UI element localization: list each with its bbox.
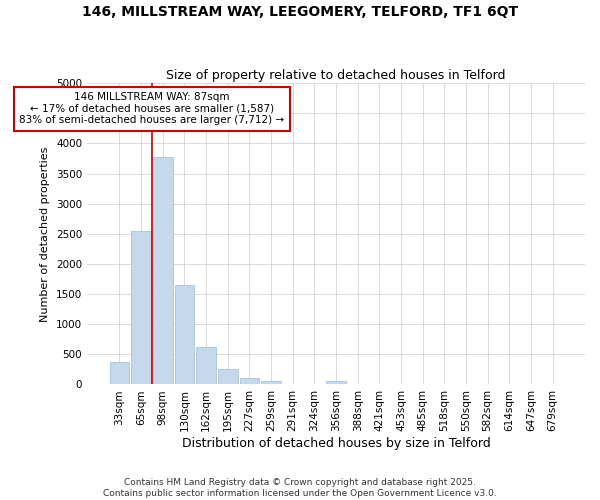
- Bar: [175, 285, 194, 384]
- Bar: [218, 370, 238, 384]
- Y-axis label: Number of detached properties: Number of detached properties: [40, 146, 50, 322]
- Bar: [110, 362, 129, 384]
- Bar: [262, 382, 281, 384]
- Text: 146 MILLSTREAM WAY: 87sqm
← 17% of detached houses are smaller (1,587)
83% of se: 146 MILLSTREAM WAY: 87sqm ← 17% of detac…: [19, 92, 284, 126]
- Title: Size of property relative to detached houses in Telford: Size of property relative to detached ho…: [166, 69, 506, 82]
- Text: 146, MILLSTREAM WAY, LEEGOMERY, TELFORD, TF1 6QT: 146, MILLSTREAM WAY, LEEGOMERY, TELFORD,…: [82, 5, 518, 19]
- Bar: [326, 382, 346, 384]
- Bar: [131, 231, 151, 384]
- Text: Contains HM Land Registry data © Crown copyright and database right 2025.
Contai: Contains HM Land Registry data © Crown c…: [103, 478, 497, 498]
- Bar: [196, 347, 216, 385]
- Bar: [239, 378, 259, 384]
- X-axis label: Distribution of detached houses by size in Telford: Distribution of detached houses by size …: [182, 437, 490, 450]
- Bar: [153, 156, 173, 384]
